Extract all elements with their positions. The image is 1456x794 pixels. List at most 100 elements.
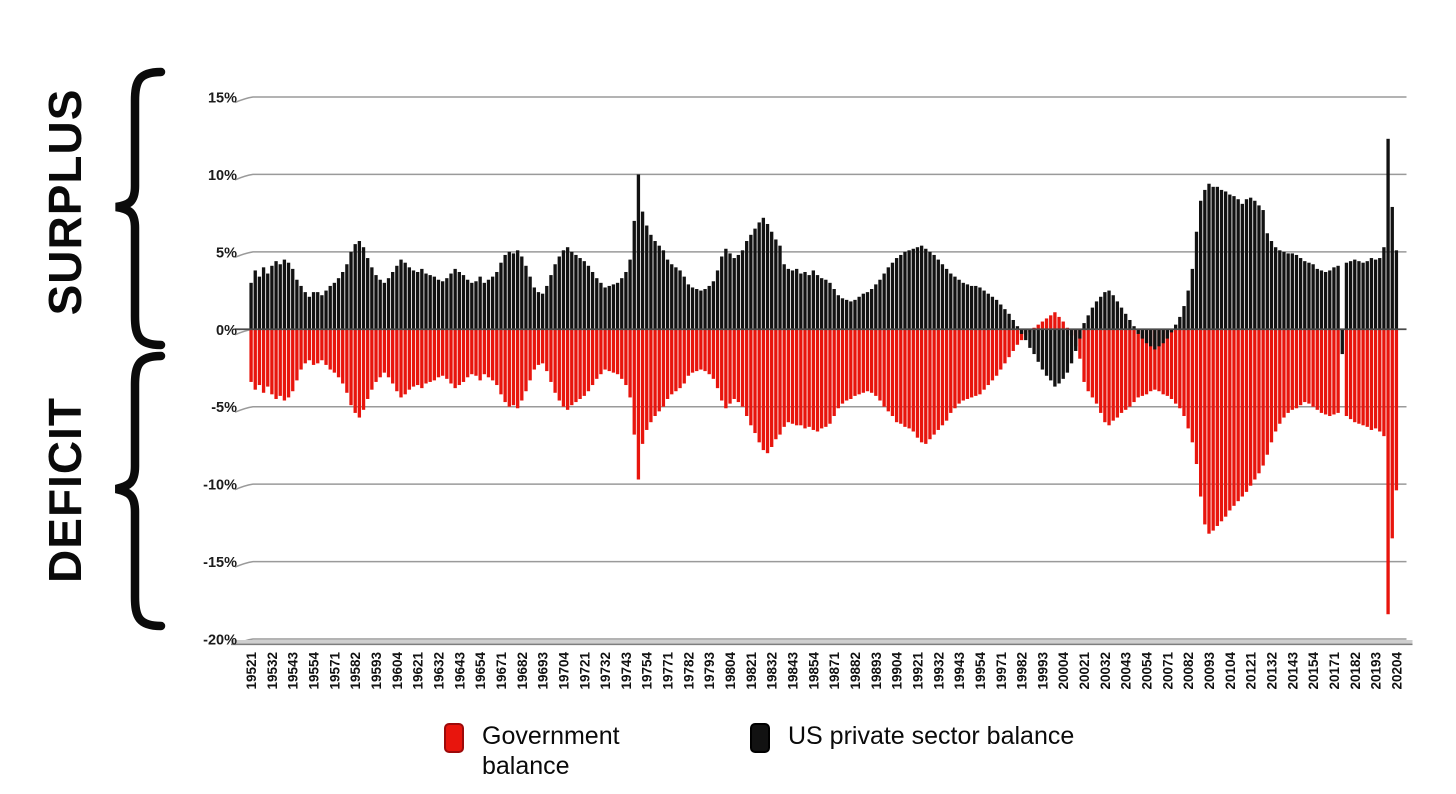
bar-government: [507, 329, 511, 407]
bar-government: [565, 329, 570, 410]
x-tick-label: 19854: [806, 652, 821, 690]
bar-private: [1307, 262, 1311, 330]
x-tick-label: 20193: [1369, 652, 1384, 690]
bar-government: [1115, 329, 1120, 418]
bar-private: [820, 278, 824, 330]
bar-private: [386, 278, 391, 330]
bar-private: [1382, 247, 1386, 330]
bar-private: [745, 241, 749, 330]
bar-government: [1336, 329, 1340, 413]
x-tick-label: 19682: [515, 652, 530, 690]
bar-government: [532, 329, 536, 370]
bar-government: [865, 329, 870, 392]
bar-private: [1028, 329, 1032, 348]
bar-government: [699, 329, 703, 370]
bar-government: [911, 329, 915, 432]
bar-government: [1369, 329, 1374, 430]
bar-government: [274, 329, 278, 399]
bar-private: [1261, 210, 1265, 330]
x-tick-label: 19721: [577, 652, 592, 690]
bar-private: [1294, 254, 1299, 330]
bar-government: [411, 329, 416, 387]
bar-government: [1169, 329, 1174, 399]
bar-government: [1144, 329, 1149, 395]
bar-private: [795, 268, 799, 330]
bar-government: [1178, 329, 1182, 409]
bar-private: [1082, 323, 1086, 330]
bars-private: [249, 138, 1399, 387]
bar-private: [1215, 186, 1219, 330]
bar-government: [903, 329, 907, 427]
x-tick-label: 19604: [390, 652, 405, 690]
bar-private: [1153, 329, 1157, 350]
bar-private: [1348, 261, 1353, 330]
bar-government: [686, 329, 691, 376]
y-tick-label: -15%: [203, 555, 237, 571]
x-tick-label: 19932: [931, 652, 946, 690]
bar-government: [578, 329, 582, 399]
x-tick-label: 19832: [765, 652, 780, 690]
bar-private: [824, 279, 828, 330]
bar-government: [795, 329, 799, 426]
bar-government: [820, 329, 824, 429]
bar-private: [832, 289, 836, 330]
bar-private: [990, 296, 995, 330]
bar-private: [803, 271, 807, 330]
bar-government: [944, 329, 949, 421]
bar-government: [1140, 329, 1145, 396]
bar-private: [561, 250, 566, 330]
bar-government: [603, 329, 607, 370]
bar-government: [1207, 329, 1211, 534]
bar-private: [395, 265, 399, 330]
bar-private: [603, 287, 607, 330]
bar-government: [1174, 329, 1178, 404]
bar-private: [861, 293, 865, 330]
bar-government: [1303, 329, 1307, 403]
bar-government: [478, 329, 482, 381]
bar-private: [1253, 200, 1257, 330]
bar-private: [1099, 296, 1103, 330]
bar-private: [678, 270, 682, 330]
bar-government: [441, 329, 445, 376]
bar-private: [907, 250, 911, 330]
bar-government: [520, 329, 524, 401]
bar-government: [1019, 329, 1024, 341]
bar-private: [374, 275, 378, 330]
bar-government: [549, 329, 553, 382]
bar-private: [715, 270, 720, 330]
bar-private: [1228, 194, 1232, 330]
y-tick-label: -20%: [203, 633, 237, 649]
bar-private: [545, 285, 549, 330]
bar-government: [536, 329, 541, 365]
bar-government: [253, 329, 257, 390]
bar-government: [345, 329, 349, 393]
bar-government: [799, 329, 803, 426]
x-tick-label: 19971: [994, 652, 1009, 690]
bar-private: [661, 250, 666, 330]
bar-private: [416, 271, 420, 330]
bar-private: [253, 270, 257, 330]
bar-private: [1074, 329, 1078, 351]
bar-government: [1119, 329, 1124, 413]
bar-government: [690, 329, 695, 373]
bar-government: [811, 329, 815, 430]
bar-private: [553, 264, 557, 330]
bar-government: [844, 329, 849, 401]
bar-government: [465, 329, 470, 378]
bar-private: [645, 225, 649, 330]
bar-government: [399, 329, 403, 398]
bar-private: [1344, 262, 1349, 330]
x-axis-labels: 19521 19532 19543 19554 19571 19582 19593 19604…: [244, 652, 1404, 690]
bar-government: [1390, 329, 1394, 539]
bar-government: [1282, 329, 1286, 418]
bar-private: [786, 268, 791, 330]
bar-government: [1361, 329, 1365, 426]
bar-government: [295, 329, 299, 381]
bar-government: [336, 329, 341, 378]
x-tick-label: 19982: [1015, 652, 1030, 690]
bar-private: [357, 241, 362, 330]
y-tick-label: -10%: [203, 478, 237, 494]
bar-private: [1157, 329, 1161, 347]
bar-private: [736, 254, 741, 330]
